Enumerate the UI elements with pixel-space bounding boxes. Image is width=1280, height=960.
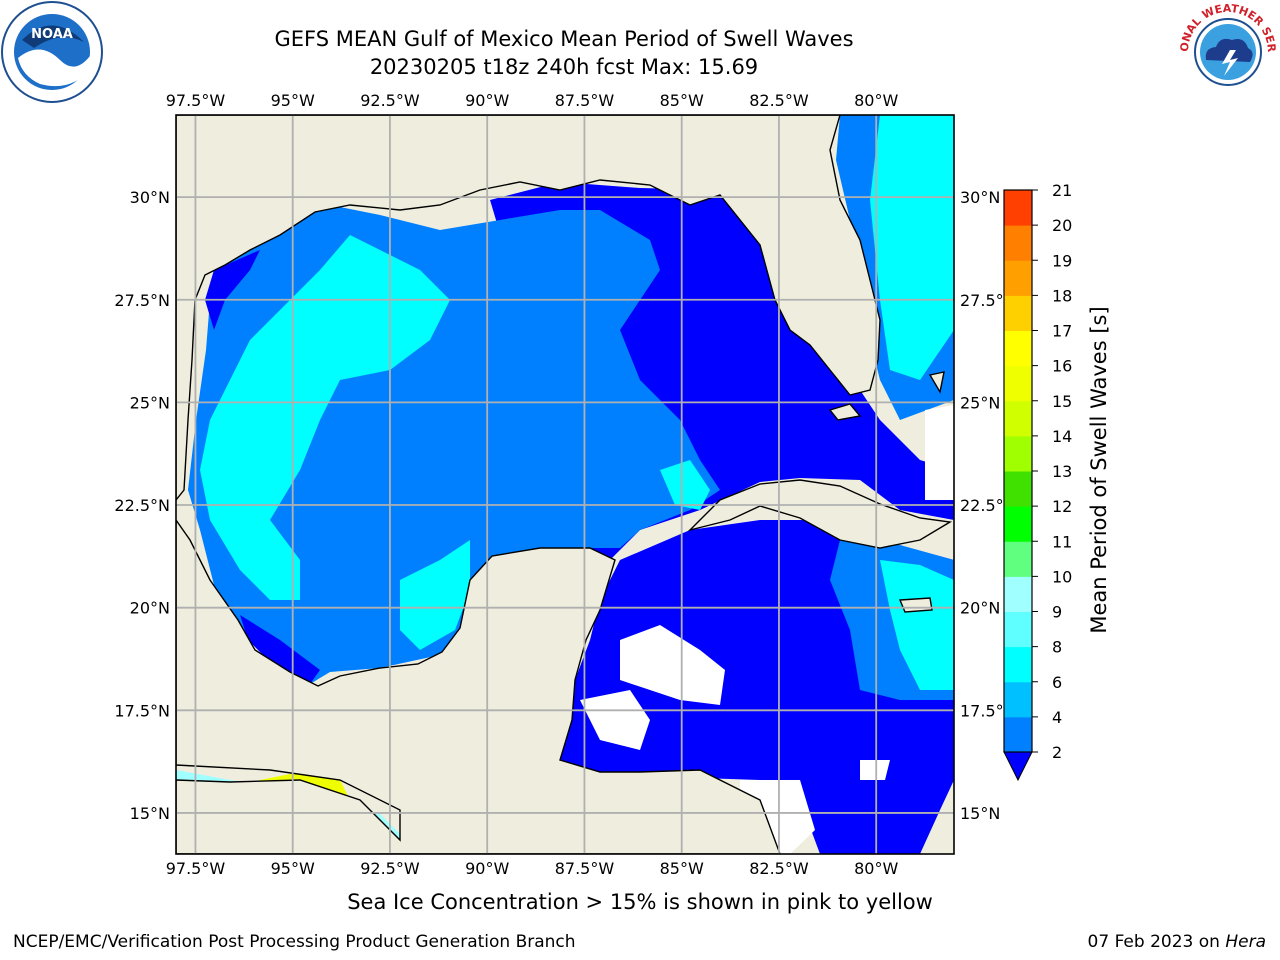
lon-label-top: 97.5°W bbox=[166, 91, 226, 110]
swell-field-caribbean-cyan bbox=[880, 560, 954, 690]
colorbar-tick-label: 10 bbox=[1052, 567, 1072, 586]
lat-label-left: 30°N bbox=[130, 188, 170, 207]
lon-label-top: 82.5°W bbox=[749, 91, 809, 110]
swell-field-coastal-2 bbox=[240, 615, 320, 684]
colorbar-tick-label: 13 bbox=[1052, 462, 1072, 481]
lon-label-bottom: 80°W bbox=[854, 859, 898, 878]
lon-label-bottom: 92.5°W bbox=[360, 859, 420, 878]
map-area bbox=[176, 115, 954, 854]
colorbar-tick-label: 4 bbox=[1052, 708, 1062, 727]
coastline bbox=[176, 115, 953, 854]
colorbar-segment bbox=[1004, 716, 1032, 753]
lon-label-top: 95°W bbox=[271, 91, 315, 110]
colorbar-tick-label: 18 bbox=[1052, 286, 1072, 305]
lon-label-bottom: 82.5°W bbox=[749, 859, 809, 878]
lon-label-top: 80°W bbox=[854, 91, 898, 110]
colorbar-segment bbox=[1004, 400, 1032, 437]
footer-host: Hera bbox=[1225, 932, 1266, 952]
lon-label-bottom: 97.5°W bbox=[166, 859, 226, 878]
colorbar-tick-label: 14 bbox=[1052, 427, 1072, 446]
colorbar-segment bbox=[1004, 225, 1032, 261]
swell-field-6-8-patch bbox=[400, 540, 470, 650]
colorbar-segment bbox=[1004, 295, 1032, 331]
colorbar-segment bbox=[1004, 611, 1032, 648]
lon-label-bottom: 87.5°W bbox=[555, 859, 615, 878]
missing-data-patch-5 bbox=[925, 405, 954, 500]
colorbar-tick-label: 21 bbox=[1052, 181, 1072, 200]
colorbar-segment bbox=[1004, 435, 1032, 472]
lat-label-left: 22.5°N bbox=[114, 496, 170, 515]
map-frame bbox=[175, 114, 955, 855]
lon-label-bottom: 95°W bbox=[271, 859, 315, 878]
lat-label-right: 17.5°N bbox=[960, 701, 1016, 720]
plot-title: GEFS MEAN Gulf of Mexico Mean Period of … bbox=[274, 27, 854, 51]
lon-label-top: 87.5°W bbox=[555, 91, 615, 110]
colorbar-segment bbox=[1004, 506, 1032, 542]
missing-data-patch-4 bbox=[860, 760, 890, 780]
lat-label-right: 25°N bbox=[960, 393, 1000, 412]
lat-label-left: 15°N bbox=[130, 804, 170, 823]
colorbar-extend-arrow bbox=[1003, 751, 1033, 782]
lon-label-top: 85°W bbox=[660, 91, 704, 110]
colorbar-tick-label: 20 bbox=[1052, 216, 1072, 235]
swell-field-6-8 bbox=[200, 235, 450, 600]
lon-label-bottom: 90°W bbox=[465, 859, 509, 878]
colorbar: 2 4 6 8 9 10 11 12 13 14 15 16 17 18 19 20 21 bbox=[1003, 181, 1072, 782]
colorbar-segment bbox=[1004, 190, 1032, 226]
lat-label-left: 20°N bbox=[130, 599, 170, 618]
colorbar-tick-label: 19 bbox=[1052, 251, 1072, 270]
lat-label-right: 30°N bbox=[960, 188, 1000, 207]
colorbar-segment bbox=[1004, 576, 1032, 612]
lat-label-left: 25°N bbox=[130, 393, 170, 412]
swell-field-coastal bbox=[205, 250, 260, 330]
plot-subtitle: 20230205 t18z 240h fcst Max: 15.69 bbox=[369, 55, 759, 79]
colorbar-segment bbox=[1004, 365, 1032, 402]
colorbar-tick-label: 12 bbox=[1052, 497, 1072, 516]
lon-label-bottom: 85°W bbox=[660, 859, 704, 878]
axis-labels: 97.5°W 97.5°W 95°W 95°W 92.5°W 92.5°W 90°W 90°W… bbox=[114, 91, 1015, 878]
colorbar-tick-label: 9 bbox=[1052, 603, 1062, 622]
colorbar-segment bbox=[1004, 681, 1032, 718]
lat-label-right: 22.5°N bbox=[960, 496, 1016, 515]
sea-ice-note: Sea Ice Concentration > 15% is shown in … bbox=[347, 890, 933, 914]
colorbar-tick-label: 16 bbox=[1052, 357, 1072, 376]
lat-label-left: 27.5°N bbox=[114, 291, 170, 310]
footer-left: NCEP/EMC/Verification Post Processing Pr… bbox=[13, 932, 576, 952]
colorbar-segment bbox=[1004, 646, 1032, 683]
missing-data-patch bbox=[620, 625, 725, 705]
lon-label-top: 92.5°W bbox=[360, 91, 420, 110]
lon-label-top: 90°W bbox=[465, 91, 509, 110]
map-gridlines bbox=[176, 115, 954, 854]
lat-label-right: 20°N bbox=[960, 599, 1000, 618]
swell-field-6-8-patch2 bbox=[660, 460, 710, 510]
colorbar-segment bbox=[1004, 541, 1032, 577]
colorbar-tick-label: 11 bbox=[1052, 532, 1072, 551]
colorbar-segment bbox=[1004, 471, 1032, 507]
nws-logo-icon: NATIONAL WEATHER SERVICE bbox=[1176, 0, 1278, 102]
noaa-logo-icon: NOAA bbox=[1, 1, 103, 103]
footer-right: 07 Feb 2023 on Hera bbox=[1088, 932, 1266, 952]
colorbar-segment bbox=[1004, 260, 1032, 296]
swell-field-atlantic-cyan bbox=[870, 115, 954, 380]
lat-label-right: 15°N bbox=[960, 804, 1000, 823]
colorbar-tick-label: 6 bbox=[1052, 673, 1062, 692]
colorbar-label: Mean Period of Swell Waves [s] bbox=[1087, 306, 1111, 633]
colorbar-tick-label: 2 bbox=[1052, 743, 1062, 762]
colorbar-tick-label: 8 bbox=[1052, 638, 1062, 657]
colorbar-segment bbox=[1004, 330, 1032, 367]
colorbar-tick-label: 15 bbox=[1052, 392, 1072, 411]
lat-label-left: 17.5°N bbox=[114, 701, 170, 720]
footer-date: 07 Feb 2023 on bbox=[1087, 932, 1226, 952]
lat-label-right: 27.5°N bbox=[960, 291, 1016, 310]
colorbar-tick-label: 17 bbox=[1052, 322, 1072, 341]
noaa-logo-text: NOAA bbox=[31, 27, 73, 42]
missing-data-patch-2 bbox=[580, 690, 650, 750]
